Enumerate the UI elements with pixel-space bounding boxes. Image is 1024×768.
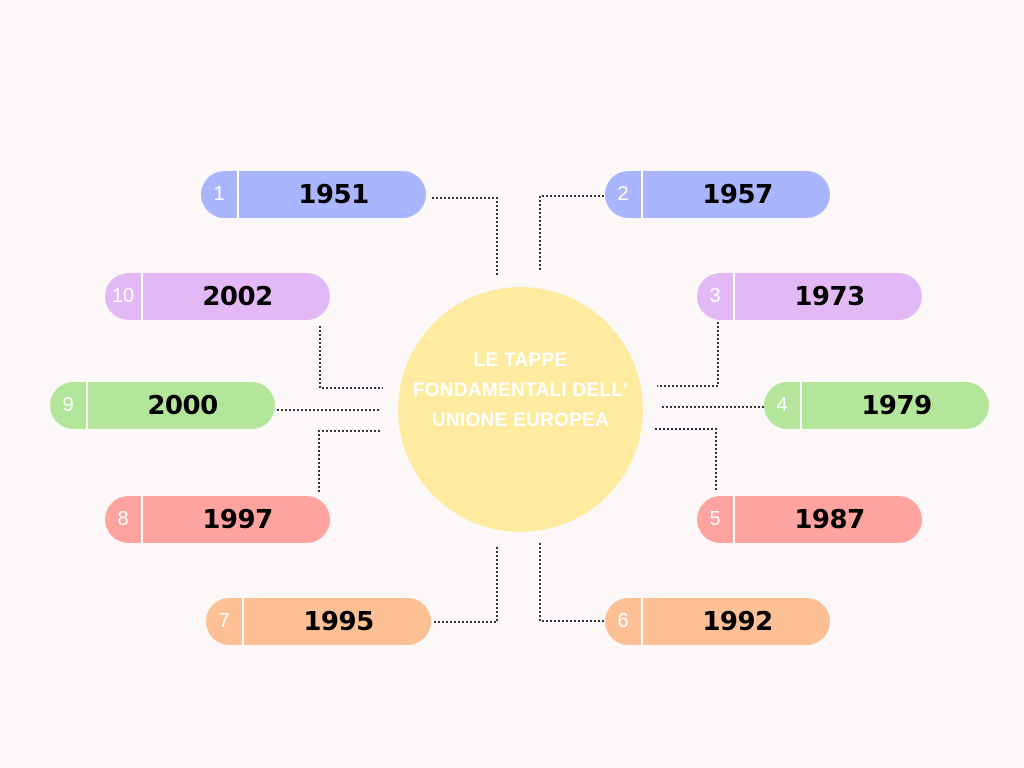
- milestone-number: 5: [697, 496, 735, 543]
- milestone-number: 4: [764, 382, 802, 429]
- milestone-7: 7 1995: [206, 598, 431, 645]
- milestone-year: 1987: [794, 504, 865, 535]
- milestone-year: 1992: [702, 606, 773, 637]
- milestone-number: 9: [50, 382, 88, 429]
- milestone-year: 1979: [861, 390, 932, 421]
- milestone-year: 2002: [202, 281, 273, 312]
- milestone-year: 1995: [303, 606, 374, 637]
- milestone-number: 7: [206, 598, 244, 645]
- milestone-10: 10 2002: [105, 273, 330, 320]
- milestone-number: 3: [697, 273, 735, 320]
- connector-5: [655, 428, 717, 490]
- milestone-year: 2000: [147, 390, 218, 421]
- milestone-year: 1951: [298, 179, 369, 210]
- milestone-year: 1997: [202, 504, 273, 535]
- milestone-6: 6 1992: [605, 598, 830, 645]
- milestone-number: 2: [605, 171, 643, 218]
- milestone-5: 5 1987: [697, 496, 922, 543]
- milestone-number: 6: [605, 598, 643, 645]
- central-topic-circle: LE TAPPE FONDAMENTALI DELL' UNIONE EUROP…: [398, 287, 643, 532]
- connector-10: [319, 326, 383, 389]
- milestone-number: 1: [201, 171, 239, 218]
- connector-2: [539, 195, 604, 272]
- milestone-3: 3 1973: [697, 273, 922, 320]
- milestone-1: 1 1951: [201, 171, 426, 218]
- connector-3: [657, 322, 719, 387]
- milestone-year: 1973: [794, 281, 865, 312]
- milestone-4: 4 1979: [764, 382, 989, 429]
- central-topic-title: LE TAPPE FONDAMENTALI DELL' UNIONE EUROP…: [412, 349, 629, 431]
- milestone-year: 1957: [702, 179, 773, 210]
- milestone-number: 10: [105, 273, 143, 320]
- connector-1: [432, 197, 498, 275]
- milestone-9: 9 2000: [50, 382, 275, 429]
- connector-7: [434, 546, 498, 623]
- milestone-number: 8: [105, 496, 143, 543]
- connector-8: [318, 430, 382, 492]
- milestone-2: 2 1957: [605, 171, 830, 218]
- connector-6: [539, 542, 604, 622]
- milestone-8: 8 1997: [105, 496, 330, 543]
